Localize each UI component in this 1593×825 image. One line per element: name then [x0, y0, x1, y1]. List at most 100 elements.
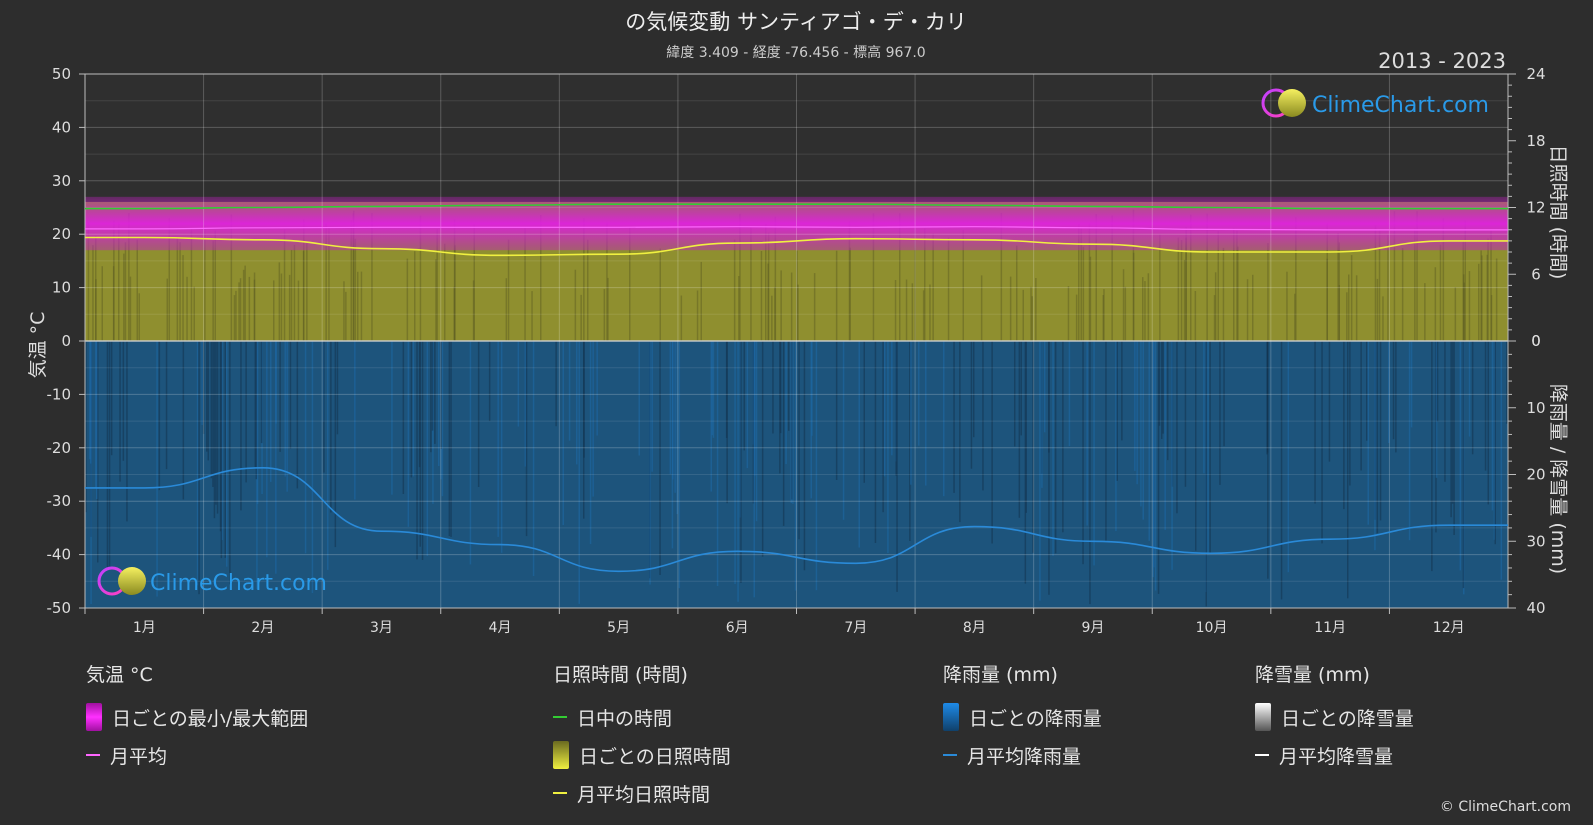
- daily-rain-bar: [122, 341, 125, 461]
- daily-rain-bar: [790, 341, 792, 504]
- daily-sunshine-bar: [1016, 245, 1018, 341]
- month-label: 5月: [607, 620, 630, 636]
- daily-rain-bar: [982, 341, 984, 491]
- daily-sunshine-bar: [1480, 250, 1482, 341]
- daily-sunshine-bar: [1095, 214, 1097, 341]
- daily-rain-bar: [1136, 341, 1138, 485]
- daily-sunshine-bar: [531, 291, 533, 341]
- daily-sunshine-bar: [101, 266, 103, 341]
- daily-sunshine-bar: [1378, 229, 1381, 341]
- logo-top: ClimeChart.com: [1261, 88, 1489, 118]
- daily-rain-bar: [1450, 341, 1452, 518]
- daily-rain-bar: [215, 341, 217, 505]
- snow-avg-swatch: [1255, 754, 1269, 756]
- daily-sunshine-bar: [290, 249, 293, 341]
- daily-rain-bar: [421, 341, 424, 560]
- legend-item: 日ごとの降雨量: [943, 698, 1102, 736]
- daily-rain-bar: [578, 341, 580, 604]
- daily-sunshine-bar: [1401, 248, 1404, 341]
- daily-rain-bar: [198, 341, 200, 595]
- right-top-tick-label: 18: [1526, 132, 1545, 150]
- daily-sunshine-bar: [1294, 293, 1296, 341]
- daily-sunshine-bar: [297, 280, 300, 341]
- daily-rain-bar: [1388, 341, 1390, 443]
- daily-rain-bar: [1392, 341, 1395, 440]
- daily-rain-bar: [863, 341, 865, 483]
- daily-sunshine-bar: [1035, 278, 1037, 341]
- daily-rain-bar: [1491, 341, 1494, 511]
- rain-avg-swatch: [943, 754, 957, 756]
- daily-sunshine-bar: [118, 222, 120, 341]
- daily-rain-bar: [842, 341, 845, 520]
- climate-chart: の気候変動 サンティアゴ・デ・カリ 緯度 3.409 - 経度 -76.456 …: [27, 10, 1569, 636]
- daily-rain-bar: [959, 341, 961, 523]
- daily-rain-bar: [1020, 341, 1022, 436]
- daily-sunshine-bar: [774, 216, 777, 341]
- daily-sunshine-bar: [899, 213, 901, 341]
- daily-rain-bar: [108, 341, 111, 568]
- month-label: 7月: [844, 620, 867, 636]
- daily-rain-bar: [412, 341, 415, 477]
- left-tick-label: -40: [47, 546, 72, 564]
- daily-sunshine-bar: [1088, 222, 1091, 341]
- daily-rain-bar: [1374, 341, 1376, 551]
- daily-sunshine-bar: [193, 286, 195, 341]
- daily-rain-bar: [90, 341, 92, 604]
- daily-sunshine-bar: [182, 255, 184, 341]
- daily-sunshine-bar: [176, 237, 179, 341]
- daily-sunshine-bar: [767, 232, 770, 341]
- daily-rain-bar: [1062, 341, 1064, 533]
- daily-rain-bar: [245, 341, 247, 483]
- daily-rain-bar: [1164, 341, 1166, 530]
- daily-sunshine-bar: [179, 242, 181, 341]
- daily-rain-bar: [260, 341, 263, 444]
- month-label: 12月: [1433, 620, 1465, 636]
- daily-sunshine-bar: [980, 275, 983, 341]
- daily-rain-bar: [1161, 341, 1163, 439]
- daily-rain-bar: [676, 341, 678, 515]
- daily-sunshine-bar: [1111, 215, 1113, 341]
- daily-rain-bar: [583, 341, 585, 458]
- rain-bar-swatch: [943, 703, 959, 731]
- daily-rain-bar: [651, 341, 653, 472]
- daily-rain-bar: [737, 341, 739, 602]
- month-label: 8月: [963, 620, 986, 636]
- axis-tick-labels: 50403020100-10-20-30-40-5024181260010203…: [47, 65, 1546, 636]
- daily-rain-bar: [1410, 341, 1413, 428]
- left-axis-label: 気温 °C: [27, 312, 49, 379]
- daily-rain-bar: [1052, 341, 1054, 557]
- daily-rain-bar: [659, 341, 661, 575]
- daily-sunshine-bar: [505, 278, 508, 341]
- daily-sunshine-bar: [1142, 277, 1144, 341]
- daily-rain-bar: [1093, 341, 1095, 566]
- daily-sunshine-bar: [238, 282, 240, 341]
- daily-rain-bar: [89, 341, 92, 464]
- daily-sunshine-bar: [696, 290, 699, 341]
- month-label: 1月: [133, 620, 156, 636]
- daily-rain-bar: [1048, 341, 1050, 595]
- daily-sunshine-bar: [580, 294, 582, 341]
- daily-sunshine-bar: [293, 244, 296, 341]
- daily-sunshine-bar: [911, 283, 914, 341]
- month-label: 11月: [1314, 620, 1346, 636]
- daily-sunshine-bar: [1348, 274, 1350, 341]
- daily-sunshine-bar: [767, 263, 769, 341]
- daily-rain-bar: [752, 341, 755, 504]
- daily-rain-bar: [126, 341, 128, 522]
- daily-rain-bar: [596, 341, 598, 436]
- daily-rain-bar: [275, 341, 277, 574]
- daily-sunshine-bar: [1102, 295, 1104, 341]
- daily-rain-bar: [1025, 341, 1027, 513]
- daily-sunshine-bar: [1463, 282, 1465, 341]
- daily-rain-bar: [354, 341, 356, 500]
- daily-rain-bar: [678, 341, 681, 589]
- daily-sunshine-bar: [1490, 230, 1492, 341]
- temp-range-swatch: [86, 703, 102, 731]
- left-tick-label: -50: [47, 599, 72, 617]
- daily-sunshine-bar: [922, 290, 925, 341]
- daily-sunshine-bar: [328, 228, 330, 341]
- daily-rain-bar: [883, 341, 886, 477]
- daily-sunshine-bar: [230, 214, 233, 341]
- daily-rain-bar: [779, 341, 781, 474]
- daily-sunshine-bar: [813, 273, 816, 341]
